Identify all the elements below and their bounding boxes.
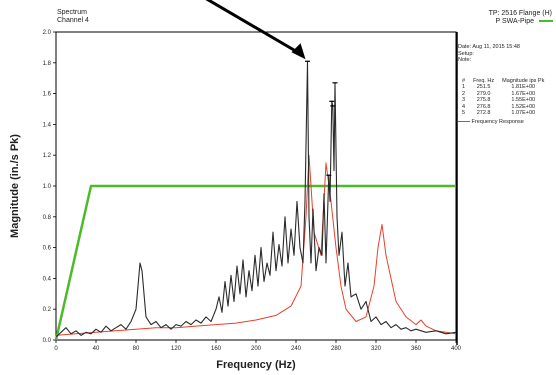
peak-mag: 1.52E+00: [511, 103, 536, 110]
frequency-response-line: [55, 154, 457, 336]
peak-table-row: 4 276.8 1.52E+00: [458, 104, 548, 111]
y-tick-label: 1.0: [43, 184, 52, 190]
peak-index: 4: [462, 103, 466, 110]
y-tick-label: 0.2: [43, 307, 52, 313]
peak-mag: 1.67E+00: [511, 90, 536, 97]
x-tick-label: 200: [251, 346, 262, 352]
peak-table-row: 1 251.5 1.81E+00: [458, 84, 548, 91]
peak-table-header: # Freq. Hz Magnitude ips Pk: [458, 78, 548, 85]
mask-legend-swatch: [539, 20, 553, 22]
x-tick-label: 240: [291, 346, 302, 352]
y-tick-label: 0.4: [43, 276, 52, 282]
peak-mag: 1.55E+00: [511, 97, 536, 103]
frequency-response-legend-label: Frequency Response: [471, 118, 524, 125]
x-tick-label: 160: [211, 346, 222, 352]
y-tick-label: 0.6: [43, 246, 52, 252]
panel-note: Note:: [458, 57, 472, 63]
frequency-response-legend: Frequency Response: [458, 119, 554, 126]
x-tick-label: 80: [133, 346, 140, 352]
header-mask-name: P SWA-Pipe: [495, 18, 534, 25]
frequency-response-swatch: [458, 120, 470, 122]
x-tick-label: 400: [451, 346, 462, 352]
x-tick-label: 320: [371, 346, 382, 352]
peak-table-row: 3 275.8 1.55E+00: [458, 97, 548, 104]
chart-header-right: TP: 2516 Flange (H) P SWA-Pipe: [489, 10, 552, 26]
x-tick-label: 40: [93, 346, 100, 352]
peak-table: # Freq. Hz Magnitude ips Pk 1 251.5 1.81…: [458, 78, 548, 117]
y-tick-label: 1.6: [43, 92, 52, 98]
peak-index: 5: [462, 110, 466, 116]
y-tick-label: 0.8: [43, 215, 52, 221]
info-panel: Date: Aug 11, 2015 15:48 Setup: Note: # …: [458, 44, 554, 125]
panel-date: Date: Aug 11, 2015 15:48: [458, 44, 520, 50]
peak-freq: 251.5: [476, 84, 491, 90]
peak-mag: 1.07E+00: [511, 110, 536, 116]
y-tick-label: 2.0: [43, 30, 52, 36]
annotation-arrow-head: [291, 43, 306, 60]
peak-mag: 1.81E+00: [511, 84, 536, 90]
peak-table-col-mag: Magnitude ips Pk: [502, 77, 545, 84]
header-channel-label: Channel 4: [57, 17, 89, 24]
x-tick-label: 360: [411, 346, 422, 352]
panel-setup: Setup:: [458, 50, 474, 57]
peak-table-row: 2 279.0 1.67E+00: [458, 91, 548, 98]
y-tick-label: 0.0: [43, 338, 52, 344]
x-axis-label: Frequency (Hz): [216, 359, 296, 371]
header-spectrum-label: Spectrum: [57, 9, 87, 16]
peak-table-col-index: #: [462, 77, 466, 84]
x-tick-label: 120: [171, 346, 182, 352]
y-tick-label: 1.4: [43, 122, 52, 128]
peak-freq: 279.0: [476, 90, 491, 97]
mask-line: [54, 184, 456, 341]
peak-index: 3: [462, 97, 466, 103]
chart-header-left: Spectrum Channel 4: [57, 9, 89, 25]
header-test-point: TP: 2516 Flange (H): [488, 10, 552, 17]
x-tick-label: 0: [54, 346, 58, 352]
peak-freq: 275.8: [476, 97, 491, 103]
annotation-arrow-shaft: [205, 0, 301, 55]
y-tick-label: 1.8: [43, 61, 52, 67]
peak-table-col-freq: Freq. Hz: [473, 77, 495, 84]
peak-freq: 272.8: [476, 110, 491, 116]
y-axis-label: Magnitude (in./s Pk): [9, 134, 21, 238]
spectrum-line: [55, 60, 457, 338]
y-tick-label: 1.2: [43, 153, 52, 159]
peak-table-row: 5 272.8 1.07E+00: [458, 110, 548, 117]
x-tick-label: 280: [331, 346, 342, 352]
peak-index: 2: [462, 90, 466, 97]
peak-index: 1: [462, 84, 466, 90]
peak-freq: 276.8: [476, 103, 491, 110]
